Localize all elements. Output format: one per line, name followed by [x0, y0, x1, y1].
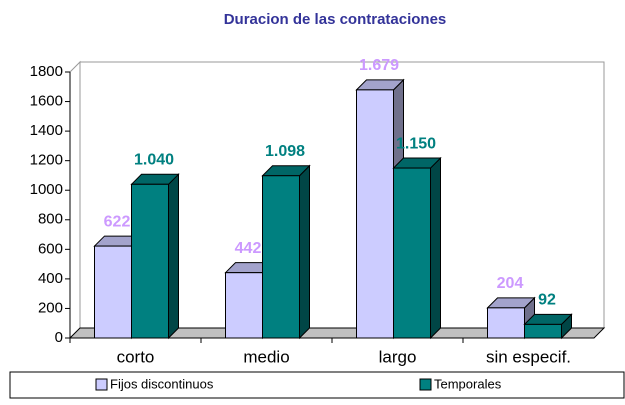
value-label: 1.150	[396, 135, 436, 152]
y-tick-label: 800	[38, 211, 63, 228]
bar-side	[430, 156, 441, 340]
y-tick-label: 600	[38, 240, 63, 257]
x-tick-label: corto	[117, 347, 155, 366]
y-tick-label: 1400	[30, 122, 63, 139]
bar-side	[299, 164, 310, 340]
x-tick-label: sin especif.	[486, 347, 571, 366]
x-tick-label: largo	[379, 347, 417, 366]
legend-label: Temporales	[434, 376, 502, 391]
y-tick-label: 1800	[30, 63, 63, 80]
bar	[524, 323, 562, 339]
value-label: 1.098	[265, 143, 305, 160]
bar	[487, 307, 525, 339]
legend-box	[9, 371, 625, 399]
y-tick-label: 200	[38, 299, 63, 316]
legend-label: Fijos discontinuos	[110, 376, 214, 391]
y-tick-label: 1000	[30, 181, 63, 198]
y-tick-label: 1200	[30, 152, 63, 169]
x-tick-label: medio	[243, 347, 289, 366]
bar	[356, 89, 394, 339]
bar	[131, 183, 169, 339]
value-label: 92	[538, 292, 556, 309]
side-wall	[69, 60, 81, 340]
value-label: 204	[497, 275, 524, 292]
bar-side	[168, 173, 179, 340]
value-label: 1.679	[359, 57, 399, 74]
legend-swatch	[419, 378, 432, 391]
bar	[225, 272, 263, 339]
y-tick-label: 400	[38, 270, 63, 287]
y-tick-label: 1600	[30, 93, 63, 110]
bar	[94, 245, 132, 339]
bar	[262, 175, 300, 339]
legend-swatch	[95, 378, 108, 391]
value-label: 442	[235, 240, 262, 257]
y-tick-label: 0	[55, 329, 63, 346]
value-label: 1.040	[134, 152, 174, 169]
value-label: 622	[104, 213, 131, 230]
chart-title: Duracion de las contrataciones	[224, 11, 447, 28]
bar	[393, 167, 431, 339]
